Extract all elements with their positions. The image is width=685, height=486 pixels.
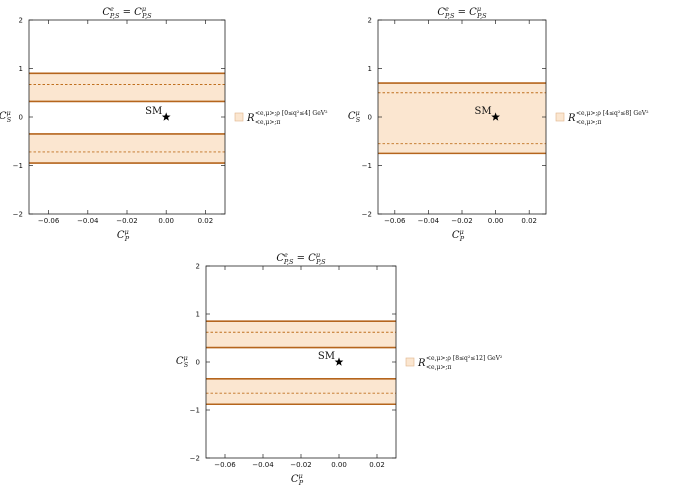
- x-tick-label: −0.06: [214, 461, 236, 469]
- chart-title: Ce P,S = Cμ P,S: [437, 5, 487, 20]
- x-tick-label: 0.02: [369, 461, 385, 469]
- x-tick-label: 0.02: [198, 217, 214, 225]
- y-tick-label: −1: [13, 162, 23, 170]
- legend-swatch: [405, 357, 415, 367]
- y-tick-label: 0: [196, 359, 200, 367]
- x-tick-label: −0.02: [451, 217, 472, 225]
- legend: R <e,μ>;ρ [0≤q²≤4] GeV² <e,μ>;π: [234, 110, 328, 126]
- x-tick-label: 0.02: [521, 217, 537, 225]
- legend-label: R: [417, 358, 426, 369]
- legend-subscript: <e,μ>;π: [576, 119, 601, 126]
- y-tick-label: −1: [190, 407, 200, 415]
- chart-panel-1: −0.06 −0.04 −0.02 0.00 0.02 −2 −1 0 1 2 Ce P,S = Cμ…: [0, 5, 328, 243]
- y-tick-label: −2: [362, 211, 372, 219]
- sm-label: SM: [145, 106, 162, 117]
- x-tick-label: −0.02: [290, 461, 311, 469]
- y-tick-label: 2: [196, 263, 200, 271]
- y-tick-label: −1: [362, 162, 372, 170]
- legend-swatch: [555, 112, 565, 122]
- y-tick-label: 2: [368, 17, 372, 25]
- x-axis-label: Cμ P: [117, 228, 130, 243]
- sm-star-icon: [491, 112, 500, 121]
- x-tick-label: −0.06: [384, 217, 406, 225]
- plot-frame: [205, 265, 397, 459]
- x-tick-label: −0.04: [418, 217, 440, 225]
- x-axis-label: Cμ P: [452, 228, 465, 243]
- y-tick-label: 0: [19, 114, 23, 122]
- band-fill: [378, 83, 546, 154]
- y-tick-label: 2: [19, 17, 23, 25]
- y-tick-label: −2: [190, 455, 200, 463]
- y-tick-label: 1: [196, 311, 200, 319]
- band-fill: [29, 133, 225, 164]
- x-axis-label: Cμ P: [291, 472, 304, 486]
- band-fill: [206, 321, 396, 348]
- sm-label: SM: [475, 106, 492, 117]
- legend: R <e,μ>;ρ [8≤q²≤12] GeV² <e,μ>;π: [405, 355, 503, 371]
- legend: R <e,μ>;ρ [4≤q²≤8] GeV² <e,μ>;π: [555, 110, 649, 126]
- sm-label: SM: [318, 351, 335, 362]
- legend-subscript: <e,μ>;π: [426, 364, 451, 371]
- x-tick-label: 0.00: [488, 217, 504, 225]
- legend-subscript: <e,μ>;π: [255, 119, 280, 126]
- y-tick-label: 1: [368, 65, 372, 73]
- y-tick-label: 0: [368, 114, 372, 122]
- y-tick-label: −2: [13, 211, 23, 219]
- x-tick-label: −0.06: [38, 217, 60, 225]
- x-tick-label: 0.00: [331, 461, 347, 469]
- legend-label: R: [567, 113, 576, 124]
- x-tick-label: −0.04: [252, 461, 274, 469]
- band-fill: [206, 378, 396, 405]
- legend-label: R: [246, 113, 255, 124]
- x-tick-label: 0.00: [158, 217, 174, 225]
- chart-panel-3: −0.06 −0.04 −0.02 0.00 0.02 −2 −1 0 1 2 Ce P,S = Cμ…: [176, 251, 503, 486]
- legend-superscript: <e,μ>;ρ [8≤q²≤12] GeV²: [426, 355, 503, 362]
- band-fill: [29, 73, 225, 102]
- sm-star-icon: [334, 357, 344, 366]
- sm-star-icon: [161, 112, 171, 121]
- y-axis-label: CμS: [0, 109, 12, 124]
- chart-panel-2: −0.06 −0.04 −0.02 0.00 0.02 −2 −1 0 1 2 Ce P,S = Cμ…: [348, 5, 649, 243]
- chart-title: Ce P,S = Cμ P,S: [276, 251, 326, 266]
- chart-title: Ce P,S = Cμ P,S: [102, 5, 152, 20]
- legend-superscript: <e,μ>;ρ [0≤q²≤4] GeV²: [255, 110, 328, 117]
- x-tick-label: −0.02: [116, 217, 137, 225]
- x-tick-label: −0.04: [77, 217, 99, 225]
- plot-frame: [28, 19, 226, 215]
- legend-swatch: [234, 112, 244, 122]
- y-tick-label: 1: [19, 65, 23, 73]
- legend-superscript: <e,μ>;ρ [4≤q²≤8] GeV²: [576, 110, 649, 117]
